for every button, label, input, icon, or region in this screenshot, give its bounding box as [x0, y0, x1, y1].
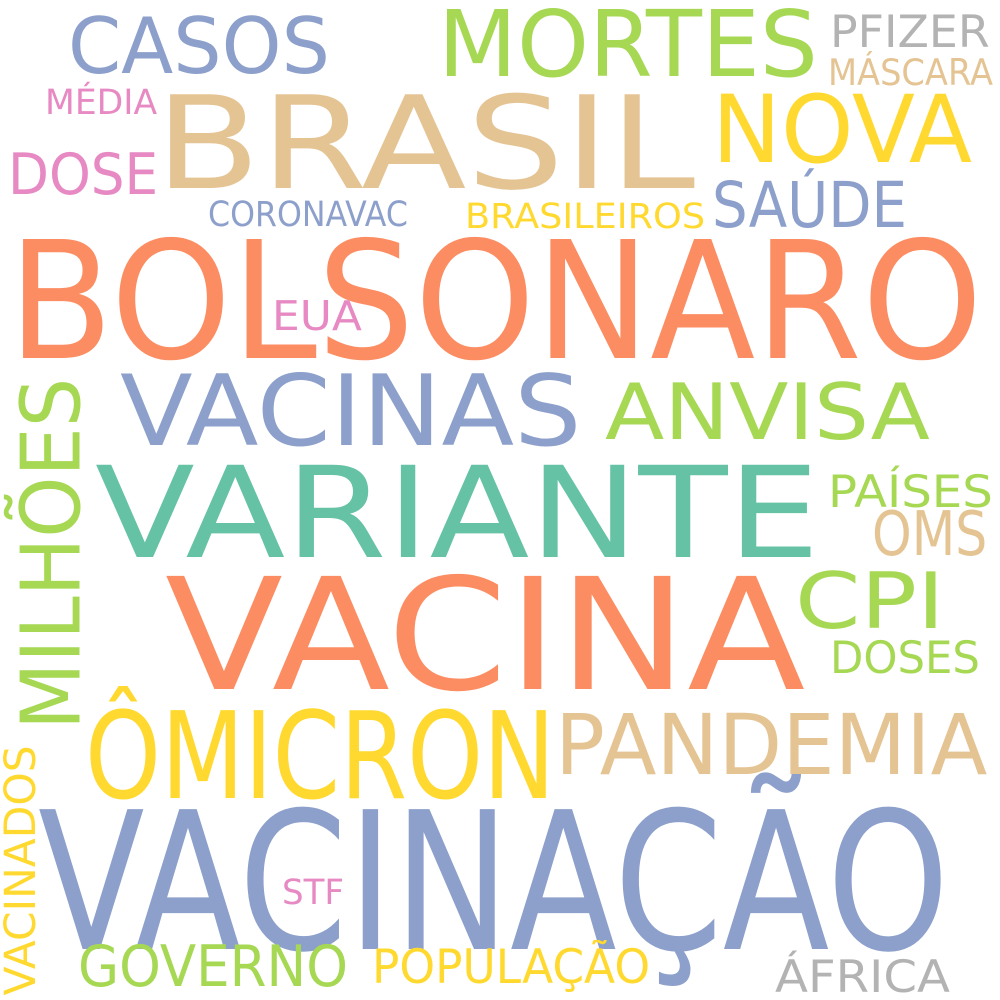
word-eua: EUA — [272, 291, 362, 340]
word-mascara: MÁSCARA — [828, 50, 994, 94]
word-bolsonaro: BOLSONARO — [8, 206, 983, 398]
word-saude: SAÚDE — [712, 168, 908, 243]
word-anvisa: ANVISA — [605, 368, 930, 459]
word-media: MÉDIA — [45, 82, 158, 123]
word-dose: DOSE — [8, 142, 159, 209]
word-vacinas: VACINAS — [120, 355, 582, 470]
word-vacina: VACINA — [165, 545, 806, 727]
word-vacinacao: VACINAÇÃO — [38, 772, 950, 996]
word-populacao: POPULAÇÃO — [372, 939, 651, 995]
word-brasileiros: BRASILEIROS — [465, 196, 706, 237]
word-mortes: MORTES — [438, 0, 818, 99]
word-doses: DOSES — [830, 630, 980, 684]
word-pfizer: PFIZER — [830, 4, 990, 58]
word-variante: VARIANTE — [95, 439, 820, 587]
word-nova: NOVA — [712, 76, 973, 186]
word-casos: CASOS — [68, 2, 330, 93]
word-governo: GOVERNO — [78, 934, 348, 1000]
word-omicron: ÔMICRON — [85, 686, 556, 827]
word-stf: STF — [282, 872, 345, 913]
word-oms: OMS — [872, 499, 988, 571]
word-vacinados: VACINADOS — [0, 744, 46, 996]
word-milhoes: MILHÕES — [4, 377, 100, 730]
word-coronavac: CORONAVAC — [208, 194, 408, 235]
word-paises: PAÍSES — [828, 464, 993, 518]
word-pandemia: PANDEMIA — [555, 696, 988, 795]
word-africa: ÁFRICA — [775, 949, 950, 1000]
word-brasil: BRASIL — [155, 69, 696, 219]
word-cpi: CPI — [795, 557, 945, 648]
